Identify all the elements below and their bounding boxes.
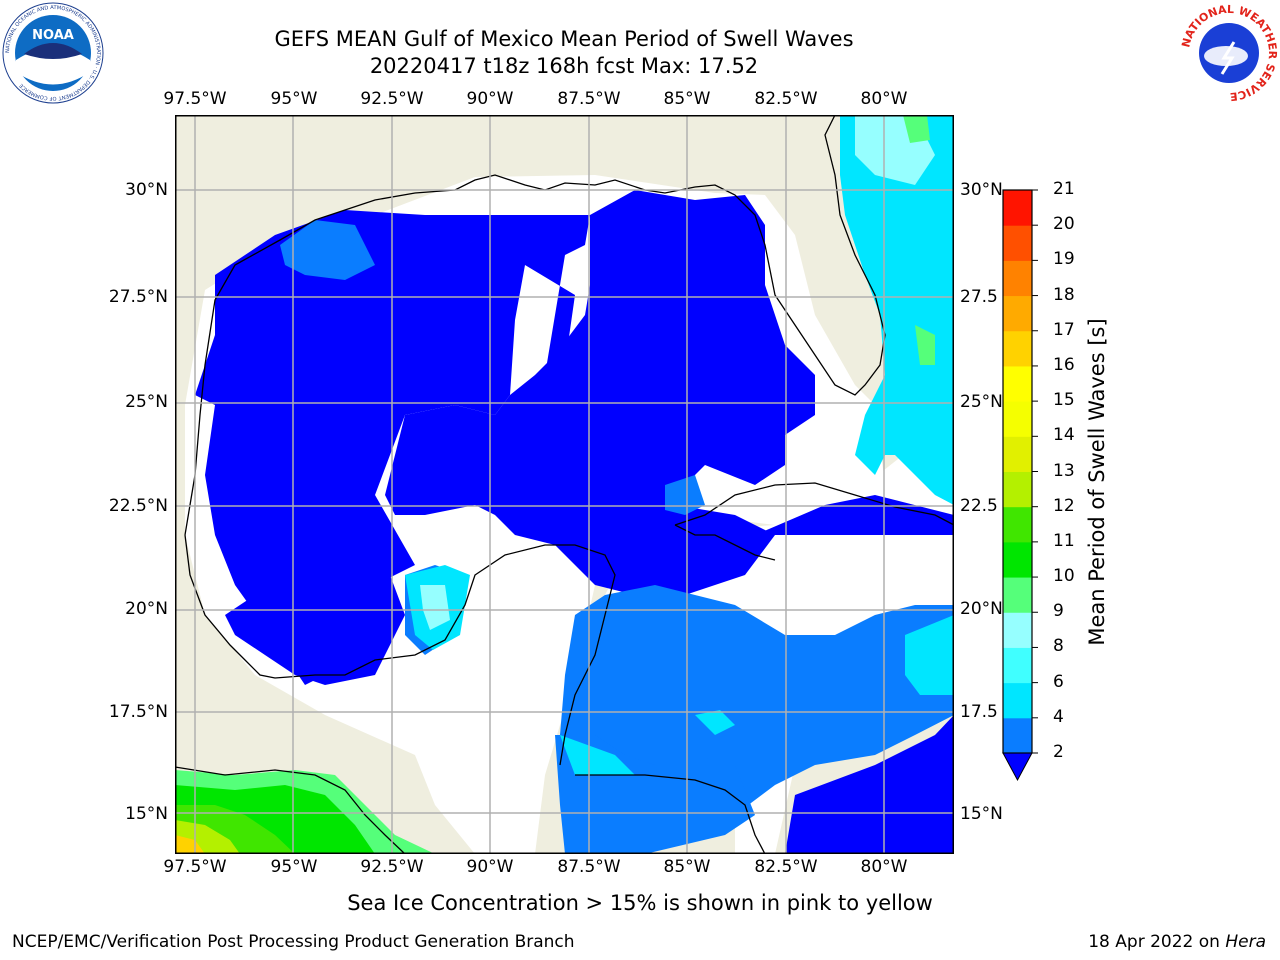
colorbar-segments (1003, 190, 1032, 754)
lon-label: 97.5°W (163, 89, 227, 109)
lat-label: 27.5 (960, 287, 998, 307)
colorbar-segment (1003, 190, 1032, 226)
colorbar-segment (1003, 436, 1032, 472)
map-title: GEFS MEAN Gulf of Mexico Mean Period of … (274, 27, 854, 51)
colorbar-segment (1003, 330, 1032, 367)
lat-label: 30°N (960, 180, 1003, 200)
colorbar-tick-label: 13 (1053, 460, 1075, 481)
lat-label: 15°N (960, 804, 1003, 824)
map-frame (175, 115, 954, 854)
colorbar-segment (1003, 225, 1032, 261)
lon-label: 87.5°W (557, 857, 621, 877)
lon-label: 97.5°W (163, 857, 227, 877)
svg-text:NOAA: NOAA (32, 28, 74, 43)
colorbar-segment (1003, 682, 1032, 719)
lat-label: 22.5°N (108, 496, 168, 516)
lat-label: 17.5°N (108, 702, 168, 722)
colorbar-segment (1003, 365, 1032, 402)
coastline (175, 115, 954, 854)
colorbar-tick-label: 10 (1053, 566, 1075, 587)
colorbar-tick-label: 6 (1053, 671, 1064, 692)
sea-ice-note: Sea Ice Concentration > 15% is shown in … (347, 891, 933, 915)
lat-label: 25°N (125, 392, 168, 412)
swell-field-light (405, 115, 954, 775)
forecast-info: 20220417 t18z 168h fcst Max: 17.52 (369, 54, 759, 78)
lat-label: 17.5 (960, 702, 998, 722)
lon-label: 95°W (270, 857, 318, 877)
footer-machine: Hera (1225, 932, 1266, 952)
swell-field-deep (195, 190, 954, 854)
lon-label: 80°W (860, 89, 908, 109)
colorbar-segment (1003, 612, 1032, 648)
lon-label: 85°W (663, 89, 711, 109)
lat-label: 30°N (125, 180, 168, 200)
graticule (175, 115, 954, 854)
lon-label: 90°W (466, 857, 514, 877)
colorbar-segment (1003, 717, 1032, 754)
lon-label: 95°W (270, 89, 318, 109)
lat-label: 20°N (960, 599, 1003, 619)
colorbar-segment (1003, 260, 1032, 297)
colorbar-tick-label: 21 (1053, 179, 1075, 199)
colorbar-tick-label: 8 (1053, 636, 1064, 657)
colorbar-title: Mean Period of Swell Waves [s] (1085, 318, 1109, 646)
lon-label: 92.5°W (360, 89, 424, 109)
footer-credit: NCEP/EMC/Verification Post Processing Pr… (12, 932, 575, 952)
colorbar-segment (1003, 541, 1032, 578)
lat-label: 25°N (960, 392, 1003, 412)
lat-label: 15°N (125, 804, 168, 824)
colorbar-tick-label: 17 (1053, 319, 1075, 340)
colorbar-tick-label: 15 (1053, 390, 1075, 411)
high-period-region (175, 770, 435, 854)
colorbar-extend-arrow (1002, 752, 1033, 782)
colorbar-segment (1003, 471, 1032, 508)
colorbar-ticks (1032, 189, 1038, 754)
lon-label: 92.5°W (360, 857, 424, 877)
lat-label: 27.5°N (108, 287, 168, 307)
colorbar-tick-label: 2 (1053, 742, 1064, 762)
lat-label: 22.5 (960, 496, 998, 516)
colorbar-tick-label: 9 (1053, 601, 1064, 622)
colorbar-segment (1003, 506, 1032, 543)
footer-date-text: 18 Apr 2022 on (1088, 932, 1226, 952)
lon-label: 80°W (860, 857, 908, 877)
lon-label: 82.5°W (754, 857, 818, 877)
lon-label: 85°W (663, 857, 711, 877)
colorbar-tick-label: 11 (1053, 530, 1075, 551)
map-panel (175, 115, 954, 854)
colorbar-segment (1003, 647, 1032, 684)
nws-logo-icon: NATIONAL WEATHER SERVICE (1179, 3, 1279, 103)
colorbar-segment (1003, 295, 1032, 332)
colorbar-segment (1003, 401, 1032, 437)
footer-date: 18 Apr 2022 on Hera (1088, 932, 1266, 952)
lon-label: 87.5°W (557, 89, 621, 109)
noaa-logo-icon: NOAA NATIONAL OCEANIC AND ATMOSPHERIC AD… (2, 2, 104, 104)
colorbar-tick-label: 16 (1053, 354, 1075, 375)
colorbar-tick-label: 14 (1053, 425, 1075, 446)
colorbar-tick-label: 20 (1053, 214, 1075, 235)
colorbar-tick-label: 18 (1053, 284, 1075, 305)
colorbar-tick-label: 19 (1053, 249, 1075, 270)
colorbar-tick-label: 4 (1053, 706, 1064, 727)
lon-label: 90°W (466, 89, 514, 109)
colorbar-tick-label: 12 (1053, 495, 1075, 516)
lat-label: 20°N (125, 599, 168, 619)
colorbar (1002, 189, 1038, 782)
lon-label: 82.5°W (754, 89, 818, 109)
colorbar-segment (1003, 577, 1032, 613)
